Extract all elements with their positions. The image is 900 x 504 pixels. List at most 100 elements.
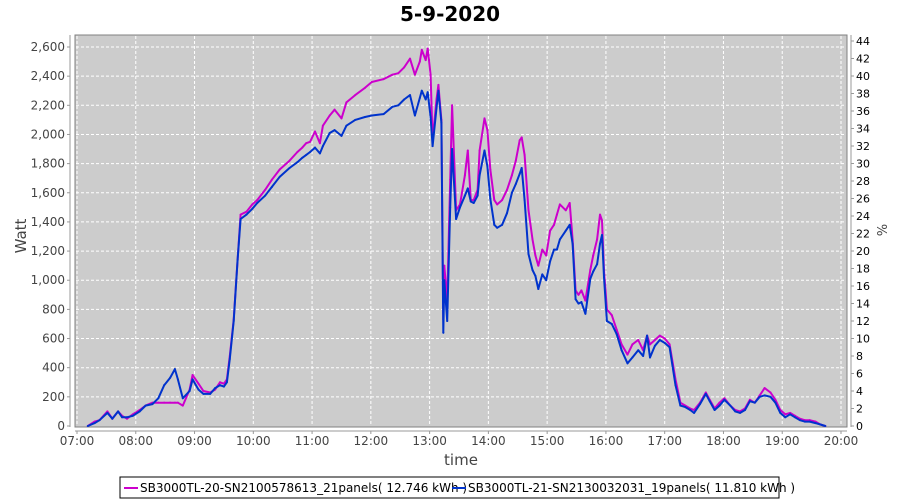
data-point [296,150,299,153]
data-point [555,248,558,251]
data-point [418,97,421,100]
data-point [256,201,259,204]
data-point [270,185,273,188]
data-point [549,260,552,263]
x-tick-label: 11:00 [295,434,330,448]
data-point [245,213,248,216]
data-point [789,413,792,416]
data-point [321,124,324,127]
data-point [637,349,640,352]
data-point [270,178,273,181]
x-tick-label: 18:00 [706,434,741,448]
data-point [197,388,200,391]
x-tick-label: 08:00 [118,434,153,448]
data-point [824,425,827,427]
data-point [631,343,634,346]
y-axis-left: 0 200 400 600 800 1,000 1,200 1,400 1,600 1,800 2,… [31,35,71,433]
data-point [601,234,604,237]
data-point [413,73,416,76]
data-point [589,269,592,272]
data-point [739,411,742,414]
data-point [228,357,231,360]
data-point [658,334,661,337]
y2-tick-label: 40 [856,70,870,83]
data-point [426,47,429,50]
data-point [744,408,747,411]
y2-tick-label: 8 [856,350,863,363]
data-point [601,219,604,222]
data-point [493,199,496,202]
y2-tick-label: 22 [856,228,870,241]
data-point [163,401,166,404]
data-point [599,242,602,245]
data-point [763,394,766,397]
y2-tick-label: 36 [856,105,870,118]
data-point [251,203,254,206]
data-point [181,397,184,400]
data-point [239,213,242,216]
data-point [679,404,682,407]
data-point [489,168,492,171]
data-point [397,72,400,75]
data-point [191,373,194,376]
data-point [397,104,400,107]
data-point [117,410,120,413]
y-tick-label: 1,200 [31,244,65,258]
data-point [169,376,172,379]
data-point [309,140,312,143]
data-point [668,346,671,349]
data-point [256,199,259,202]
legend-label-1: SB3000TL-20-SN2100578613_21panels( 12.74… [140,481,467,495]
y2-tick-label: 44 [856,35,870,48]
data-point [689,408,692,411]
data-point [202,392,205,395]
data-point [577,293,580,296]
data-point [753,401,756,404]
y2-tick-label: 38 [856,88,870,101]
data-point [599,213,602,216]
data-point [466,149,469,152]
data-point [523,153,526,156]
data-point [698,403,701,406]
data-point [505,188,508,191]
data-point [219,384,222,387]
data-point [558,203,561,206]
data-point [296,161,299,164]
data-point [553,248,556,251]
data-point [340,117,343,120]
data-point [602,276,605,279]
data-point [173,401,176,404]
data-point [106,411,109,414]
data-point [483,149,486,152]
x-tick-label: 14:00 [471,434,506,448]
data-point [568,201,571,204]
data-point [106,410,109,413]
data-point [245,210,248,213]
y2-tick-label: 2 [856,403,863,416]
data-point [314,146,317,149]
data-point [157,401,160,404]
data-point [443,264,446,267]
data-point [318,142,321,145]
data-point [437,89,440,92]
data-point [157,397,160,400]
data-point [173,368,176,371]
data-point [449,206,452,209]
data-point [219,381,222,384]
data-point [626,362,629,365]
y2-tick-label: 14 [856,298,870,311]
y2-tick-label: 4 [856,385,863,398]
data-point [354,118,357,121]
data-point [466,187,469,190]
data-point [121,416,124,419]
data-point [429,115,432,118]
data-point [631,356,634,359]
data-point [704,392,707,395]
data-point [151,403,154,406]
data-point [111,417,114,420]
data-point [637,338,640,341]
data-point [496,226,499,229]
data-point [793,416,796,419]
data-point [774,401,777,404]
data-point [779,411,782,414]
